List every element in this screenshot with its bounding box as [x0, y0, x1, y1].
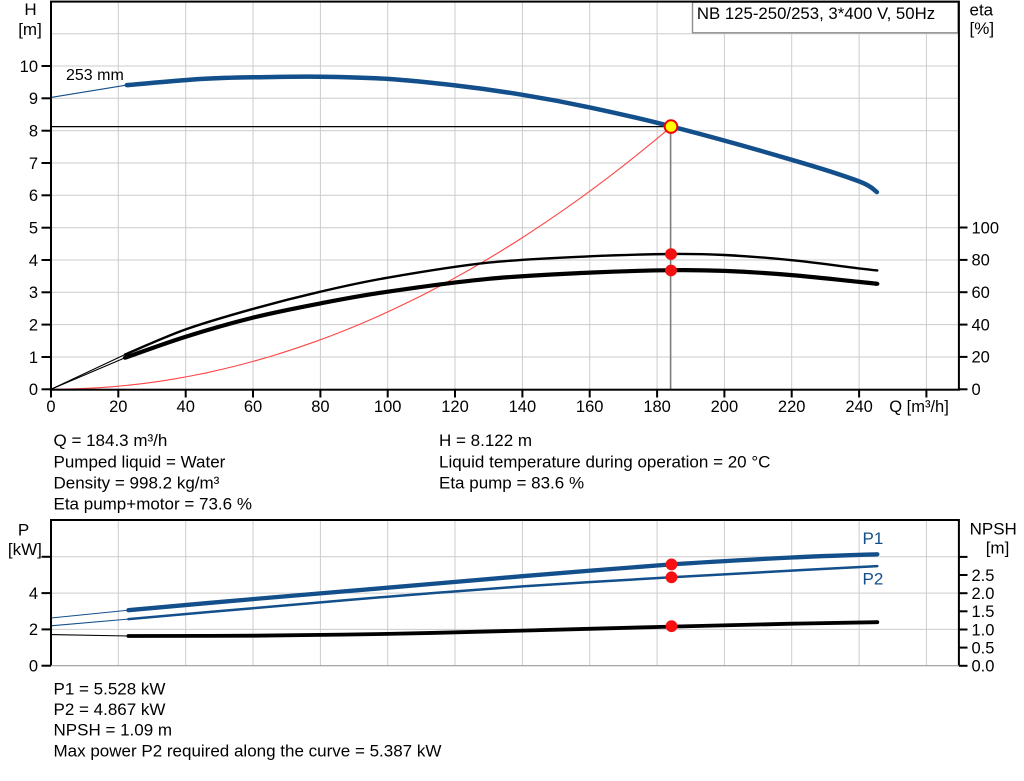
svg-text:20: 20: [109, 398, 127, 416]
svg-text:60: 60: [972, 284, 990, 302]
svg-text:[%]: [%]: [970, 19, 995, 38]
svg-text:2: 2: [29, 621, 38, 639]
svg-text:40: 40: [177, 398, 195, 416]
svg-text:40: 40: [972, 316, 990, 334]
svg-text:H = 8.122 m: H = 8.122 m: [439, 431, 532, 450]
svg-text:0: 0: [46, 398, 55, 416]
svg-text:[m]: [m]: [18, 20, 42, 39]
svg-text:20: 20: [972, 349, 990, 367]
svg-text:6: 6: [29, 187, 38, 205]
svg-text:200: 200: [711, 398, 739, 416]
svg-text:NPSH = 1.09 m: NPSH = 1.09 m: [54, 721, 173, 740]
svg-text:4: 4: [29, 252, 38, 270]
svg-text:3: 3: [29, 284, 38, 302]
svg-text:2: 2: [29, 316, 38, 334]
svg-text:1: 1: [29, 349, 38, 367]
svg-text:Max power P2 required along th: Max power P2 required along the curve = …: [54, 741, 442, 760]
svg-text:8: 8: [29, 123, 38, 141]
svg-text:0: 0: [29, 381, 38, 399]
svg-text:80: 80: [972, 252, 990, 270]
svg-text:NB 125-250/253, 3*400 V, 50Hz: NB 125-250/253, 3*400 V, 50Hz: [697, 4, 935, 23]
svg-text:Pumped liquid = Water: Pumped liquid = Water: [54, 452, 226, 471]
svg-text:P1 = 5.528 kW: P1 = 5.528 kW: [54, 680, 166, 699]
svg-text:0: 0: [29, 658, 38, 676]
svg-text:180: 180: [643, 398, 671, 416]
svg-text:100: 100: [972, 219, 1000, 237]
svg-text:100: 100: [374, 398, 402, 416]
svg-text:253 mm: 253 mm: [66, 67, 124, 84]
svg-text:0.0: 0.0: [972, 658, 995, 676]
svg-text:2.5: 2.5: [972, 567, 995, 585]
svg-text:7: 7: [29, 155, 38, 173]
svg-text:220: 220: [778, 398, 806, 416]
svg-text:[kW]: [kW]: [8, 540, 42, 559]
svg-text:4: 4: [29, 585, 38, 603]
svg-text:Eta pump+motor = 73.6 %: Eta pump+motor = 73.6 %: [54, 495, 252, 514]
svg-text:H: H: [24, 0, 36, 19]
svg-text:240: 240: [845, 398, 873, 416]
svg-text:2.0: 2.0: [972, 585, 995, 603]
svg-text:120: 120: [441, 398, 469, 416]
svg-text:140: 140: [509, 398, 537, 416]
svg-text:P2 = 4.867 kW: P2 = 4.867 kW: [54, 700, 166, 719]
svg-text:0: 0: [972, 381, 981, 399]
svg-text:9: 9: [29, 90, 38, 108]
svg-text:eta: eta: [970, 1, 994, 20]
svg-text:Liquid temperature during oper: Liquid temperature during operation = 20…: [439, 452, 770, 471]
svg-text:1.5: 1.5: [972, 603, 995, 621]
svg-text:160: 160: [576, 398, 604, 416]
svg-text:Density = 998.2 kg/m³: Density = 998.2 kg/m³: [54, 473, 220, 492]
svg-text:Eta pump = 83.6 %: Eta pump = 83.6 %: [439, 473, 584, 492]
svg-text:5: 5: [29, 220, 38, 238]
svg-text:P: P: [18, 521, 29, 540]
svg-text:NPSH: NPSH: [970, 520, 1017, 539]
svg-text:Q = 184.3 m³/h: Q = 184.3 m³/h: [54, 431, 168, 450]
svg-text:Q [m³/h]: Q [m³/h]: [889, 398, 949, 416]
svg-text:0.5: 0.5: [972, 639, 995, 657]
svg-text:60: 60: [244, 398, 262, 416]
svg-text:10: 10: [20, 58, 38, 76]
svg-text:P2: P2: [863, 570, 884, 589]
svg-text:P1: P1: [863, 529, 884, 548]
svg-text:[m]: [m]: [986, 539, 1010, 558]
svg-text:1.0: 1.0: [972, 621, 995, 639]
svg-text:80: 80: [311, 398, 329, 416]
